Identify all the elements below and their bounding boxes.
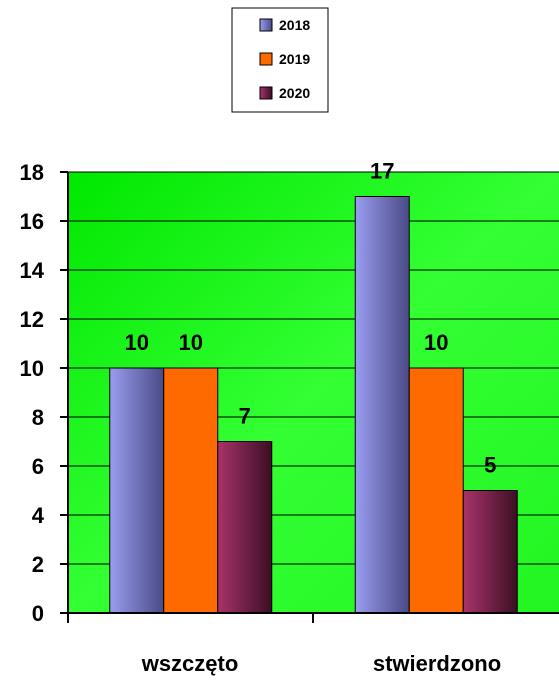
bar-2019-0 [163,367,219,614]
data-label-2018-0: 10 [125,330,149,355]
value-labels: 10 10 7 17 10 5 [125,159,497,478]
data-label-2019-1: 10 [424,330,448,355]
y-tick-label: 12 [20,307,44,332]
y-tick-label: 0 [32,601,44,626]
bar-2020-1 [462,490,518,614]
legend-label-2019: 2019 [279,51,310,67]
bars [109,196,518,614]
y-tick-label: 10 [20,356,44,381]
y-axis-ticks: 0 2 4 6 8 10 12 14 16 18 [20,160,68,626]
legend-label-2020: 2020 [279,85,310,101]
y-tick-label: 6 [32,454,44,479]
legend-swatch-2020 [259,86,273,100]
bar-2019-1 [408,367,464,614]
legend: 2018 2019 2020 [231,7,329,113]
legend-box [231,7,329,113]
bar-2018-1 [354,196,410,614]
y-tick-label: 4 [32,503,45,528]
y-tick-label: 18 [20,160,44,185]
category-label-stwierdzono: stwierdzono [373,651,501,676]
bar-2020-0 [217,441,273,614]
data-label-2018-1: 17 [370,159,394,184]
y-tick-label: 2 [32,552,44,577]
category-label-wszczeto: wszczęto [141,651,239,676]
data-label-2020-1: 5 [484,453,496,478]
y-tick-label: 8 [32,405,44,430]
data-label-2019-0: 10 [179,330,203,355]
legend-label-2018: 2018 [279,17,310,33]
y-tick-label: 14 [20,258,45,283]
legend-swatch-2019 [259,52,273,66]
y-tick-label: 16 [20,209,44,234]
bar-2018-0 [109,367,165,614]
legend-swatch-2018 [259,18,273,32]
data-label-2020-0: 7 [239,404,251,429]
